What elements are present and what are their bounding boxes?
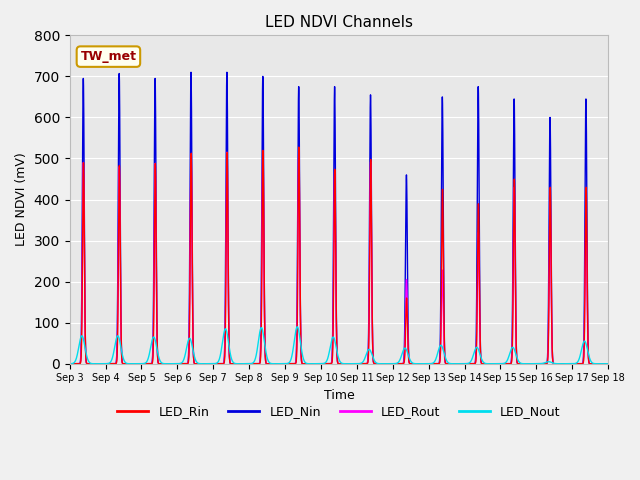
LED_Rout xyxy=(175,361,183,367)
LED_Rout xyxy=(602,361,610,367)
Line: LED_Rout: LED_Rout xyxy=(70,150,608,364)
Text: TW_met: TW_met xyxy=(81,50,136,63)
LED_Rout xyxy=(604,361,612,367)
LED_Nout xyxy=(413,361,421,367)
LED_Rout xyxy=(66,361,74,367)
LED_Rin xyxy=(604,361,612,367)
Y-axis label: LED NDVI (mV): LED NDVI (mV) xyxy=(15,153,28,246)
Title: LED NDVI Channels: LED NDVI Channels xyxy=(265,15,413,30)
LED_Nin xyxy=(413,361,421,367)
LED_Rout xyxy=(295,147,303,153)
LED_Nout xyxy=(490,361,497,367)
Line: LED_Nout: LED_Nout xyxy=(70,327,608,364)
LED_Nin xyxy=(66,361,74,367)
LED_Nout xyxy=(268,360,275,366)
LED_Rin xyxy=(268,361,275,367)
LED_Nin xyxy=(268,361,275,367)
LED_Rout xyxy=(268,361,275,367)
LED_Nout xyxy=(602,361,610,367)
LED_Rin xyxy=(181,361,189,367)
LED_Nout xyxy=(66,361,74,367)
LED_Nout xyxy=(175,361,183,367)
LED_Nin xyxy=(602,361,610,367)
LED_Rout xyxy=(413,361,421,367)
LED_Rin xyxy=(490,361,497,367)
LED_Rin xyxy=(66,361,74,367)
LED_Rin xyxy=(413,361,421,367)
LED_Rin xyxy=(295,144,303,150)
LED_Rin xyxy=(175,361,183,367)
Line: LED_Rin: LED_Rin xyxy=(70,147,608,364)
X-axis label: Time: Time xyxy=(323,389,355,402)
LED_Nout xyxy=(181,353,189,359)
LED_Rin xyxy=(602,361,610,367)
LED_Rout xyxy=(490,361,497,367)
Legend: LED_Rin, LED_Nin, LED_Rout, LED_Nout: LED_Rin, LED_Nin, LED_Rout, LED_Nout xyxy=(112,400,566,423)
LED_Rout xyxy=(181,361,189,367)
LED_Nout xyxy=(293,324,301,330)
LED_Nin xyxy=(187,70,195,75)
LED_Nin xyxy=(181,361,189,367)
LED_Nin xyxy=(604,361,612,367)
LED_Nout xyxy=(604,361,612,367)
LED_Nin xyxy=(175,361,183,367)
LED_Nin xyxy=(490,361,497,367)
Line: LED_Nin: LED_Nin xyxy=(70,72,608,364)
